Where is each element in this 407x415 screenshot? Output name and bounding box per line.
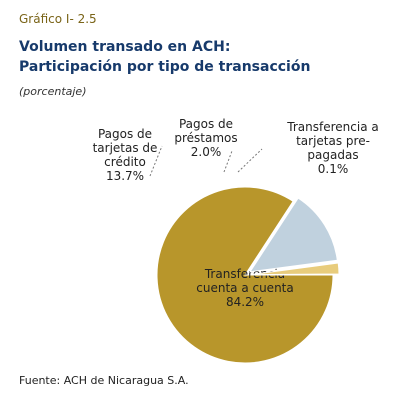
slice-value-label: 13.7%	[106, 169, 144, 183]
pie-slice	[250, 273, 340, 276]
slice-value-label: 84.2%	[226, 295, 264, 309]
slice-category-label: tarjetas de	[93, 141, 158, 155]
slice-category-label: pagadas	[307, 148, 358, 162]
pie-slice	[156, 186, 334, 364]
slice-label: Pagos de préstamos 2.0%	[174, 117, 237, 159]
slice-category-label: Pagos de	[98, 127, 152, 141]
slice-category-label: Transferencia	[204, 267, 285, 281]
slice-category-label: Transferencia a	[286, 120, 378, 134]
slice-category-label: préstamos	[174, 131, 237, 145]
slice-category-label: cuenta a cuenta	[196, 281, 293, 295]
leader-line	[237, 148, 263, 173]
pie-slice	[249, 197, 338, 273]
source-note: Fuente: ACH de Nicaragua S.A.	[19, 374, 189, 387]
figure-number: Gráfico I- 2.5	[19, 12, 97, 26]
chart-title: Volumen transado en ACH: Participación p…	[19, 37, 310, 77]
slice-label: Transferencia a tarjetas pre-pagadas 0.1%	[286, 120, 378, 176]
slice-value-label: 0.1%	[318, 162, 349, 176]
chart-title-line-1: Volumen transado en ACH:	[19, 39, 231, 55]
slice-category-label: Pagos de	[179, 117, 233, 131]
slice-label: Transferencia cuenta a cuenta 84.2%	[196, 267, 293, 309]
slice-value-label: 2.0%	[191, 145, 222, 159]
leader-line	[149, 145, 163, 177]
slice-category-label: crédito	[104, 155, 146, 169]
leader-line	[223, 150, 233, 173]
chart-subtitle: (porcentaje)	[19, 85, 87, 98]
chart-title-line-2: Participación por tipo de transacción	[19, 59, 311, 75]
slice-label: Pagos de tarjetas de crédito 13.7%	[93, 127, 158, 183]
slice-category-label: tarjetas pre-	[296, 134, 370, 148]
